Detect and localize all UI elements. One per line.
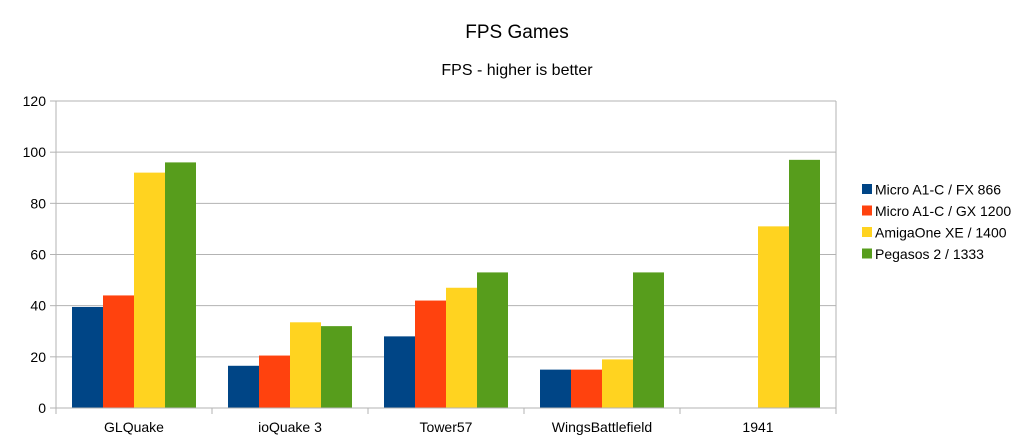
y-tick-label: 120 — [23, 93, 47, 109]
legend-label: Micro A1-C / FX 866 — [875, 182, 1001, 198]
bar — [602, 359, 633, 408]
bar — [103, 295, 134, 408]
legend-label: AmigaOne XE / 1400 — [875, 225, 1007, 241]
bar — [134, 172, 165, 408]
bar — [228, 365, 259, 408]
x-tick-label: GLQuake — [104, 419, 164, 435]
legend-swatch — [862, 205, 872, 216]
legend-swatch — [862, 248, 872, 259]
y-tick-label: 100 — [23, 144, 47, 160]
x-tick-label: WingsBattlefield — [552, 419, 652, 435]
y-tick-label: 60 — [30, 247, 46, 263]
y-tick-label: 0 — [38, 400, 46, 416]
legend-label: Pegasos 2 / 1333 — [875, 246, 984, 262]
legend-label: Micro A1-C / GX 1200 — [875, 203, 1011, 219]
bar — [540, 369, 571, 408]
bar — [571, 369, 602, 408]
bar — [758, 226, 789, 408]
x-tick-label: 1941 — [742, 419, 773, 435]
y-tick-label: 80 — [30, 195, 46, 211]
y-tick-label: 20 — [30, 349, 46, 365]
legend-swatch — [862, 184, 872, 194]
legend-swatch — [862, 227, 872, 237]
legend: Micro A1-C / FX 866 Micro A1-C / GX 1200 A… — [862, 182, 1011, 262]
bar — [72, 306, 103, 408]
bar — [321, 326, 352, 408]
axes: 0 20 40 60 80 100 120 GLQuake ioQuake 3 Tower57 Wi… — [23, 93, 837, 435]
bar — [290, 322, 321, 408]
bar — [446, 287, 477, 408]
bar — [477, 272, 508, 408]
bar — [789, 159, 820, 408]
chart-subtitle: FPS - higher is better — [441, 62, 593, 79]
x-tick-label: Tower57 — [420, 419, 473, 435]
bars — [72, 159, 820, 408]
y-tick-label: 40 — [30, 298, 46, 314]
chart-title: FPS Games — [465, 22, 568, 43]
bar — [384, 336, 415, 408]
x-tick-label: ioQuake 3 — [258, 419, 322, 435]
bar — [415, 300, 446, 408]
bar — [165, 162, 196, 408]
bar — [633, 272, 664, 408]
bar — [259, 355, 290, 408]
